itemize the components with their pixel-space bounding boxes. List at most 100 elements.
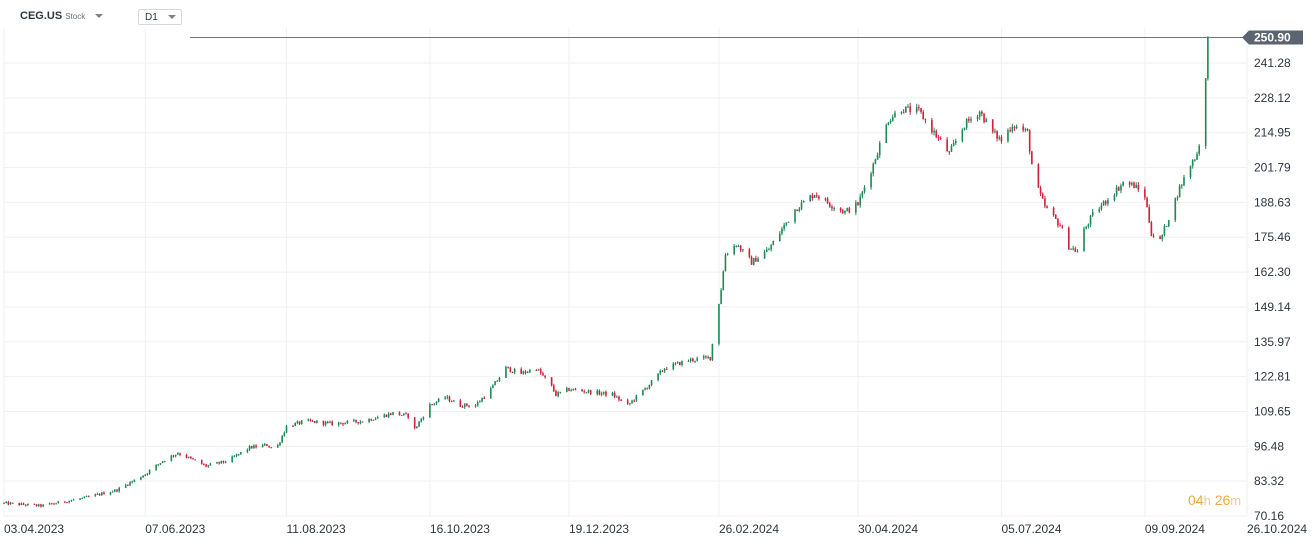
candle	[557, 390, 559, 398]
candle-body	[539, 369, 542, 374]
candle-body	[755, 258, 757, 262]
candle	[631, 399, 633, 404]
candle	[422, 416, 425, 421]
candle-body	[157, 464, 160, 466]
candle	[954, 138, 957, 145]
candle	[1100, 202, 1103, 211]
candle	[281, 434, 283, 444]
candle	[872, 162, 875, 177]
candle-body	[359, 421, 362, 424]
candle-body	[1189, 165, 1192, 178]
candle	[27, 503, 29, 506]
candle-body	[218, 462, 220, 464]
candle	[268, 445, 270, 448]
candle-body	[961, 129, 964, 141]
candle	[672, 361, 675, 371]
candle-body	[246, 449, 249, 453]
candle	[870, 171, 872, 190]
candle-body	[177, 453, 179, 455]
y-tick-label: 228.12	[1254, 91, 1291, 105]
candle	[718, 303, 720, 346]
candle	[448, 395, 451, 403]
candle-body	[200, 460, 203, 465]
candle-body	[657, 373, 659, 381]
candle	[1133, 181, 1135, 189]
candle-body	[468, 405, 470, 407]
candle-body	[148, 470, 151, 474]
candle-body	[326, 421, 329, 423]
candle-body	[870, 173, 872, 188]
candle	[1044, 195, 1046, 209]
candle-body	[140, 477, 142, 480]
candle	[642, 389, 644, 396]
candle-body	[387, 413, 390, 417]
candle-body	[1178, 185, 1181, 198]
candle	[555, 389, 557, 397]
candle	[878, 140, 881, 159]
symbol-selector[interactable]: CEG.US Stock	[20, 10, 85, 22]
candle-body	[661, 370, 664, 372]
candle-body	[418, 421, 420, 427]
candle-body	[3, 502, 5, 504]
candle-body	[611, 393, 614, 396]
candle	[633, 399, 636, 403]
candle	[507, 366, 509, 369]
candle-body	[1044, 198, 1046, 207]
candle	[177, 451, 179, 456]
candle	[844, 210, 846, 215]
candle-body	[1148, 207, 1151, 223]
candle-body	[1176, 197, 1179, 199]
candle-body	[118, 487, 120, 492]
x-tick-label: 26.10.2024	[1247, 522, 1307, 536]
candle	[20, 502, 23, 506]
candle	[833, 206, 835, 212]
symbol-dropdown-chevron-icon[interactable]	[95, 14, 103, 18]
candle	[659, 369, 662, 376]
candle	[524, 369, 527, 375]
candle-body	[405, 413, 407, 415]
candle	[85, 495, 88, 498]
candle-body	[844, 210, 846, 213]
candle-body	[70, 500, 73, 502]
candle	[207, 464, 210, 468]
candle-body	[155, 464, 157, 471]
candle-body	[492, 385, 494, 389]
candle	[802, 200, 805, 203]
candle-body	[7, 501, 10, 505]
candle	[1015, 124, 1018, 130]
candle	[615, 395, 618, 398]
candle-body	[800, 202, 803, 209]
candle-body	[96, 493, 99, 495]
y-tick-label: 149.14	[1254, 300, 1291, 314]
candle	[1163, 224, 1166, 237]
candle	[796, 209, 798, 212]
candle-body	[635, 395, 638, 401]
candle-body	[513, 368, 516, 373]
candle	[661, 370, 664, 373]
candle-body	[1083, 228, 1085, 252]
timeframe-select[interactable]: D1	[138, 9, 182, 25]
candle	[292, 424, 294, 428]
candle	[331, 420, 333, 426]
candle-body	[179, 453, 181, 455]
candle-body	[1022, 126, 1024, 131]
candle	[598, 389, 601, 396]
candle	[163, 460, 166, 463]
candle	[294, 422, 297, 427]
candle-body	[296, 421, 299, 423]
candle-body	[931, 119, 933, 133]
candle	[1067, 226, 1070, 250]
candle	[891, 114, 894, 122]
candle	[374, 417, 377, 421]
candle-body	[53, 503, 55, 505]
candle	[435, 401, 438, 406]
candle-body	[705, 356, 707, 358]
candle	[237, 453, 240, 456]
candle-body	[833, 208, 835, 210]
candle	[1013, 125, 1016, 131]
candle	[583, 389, 586, 394]
candle	[311, 419, 314, 422]
candle	[55, 502, 57, 505]
candle	[566, 386, 568, 393]
